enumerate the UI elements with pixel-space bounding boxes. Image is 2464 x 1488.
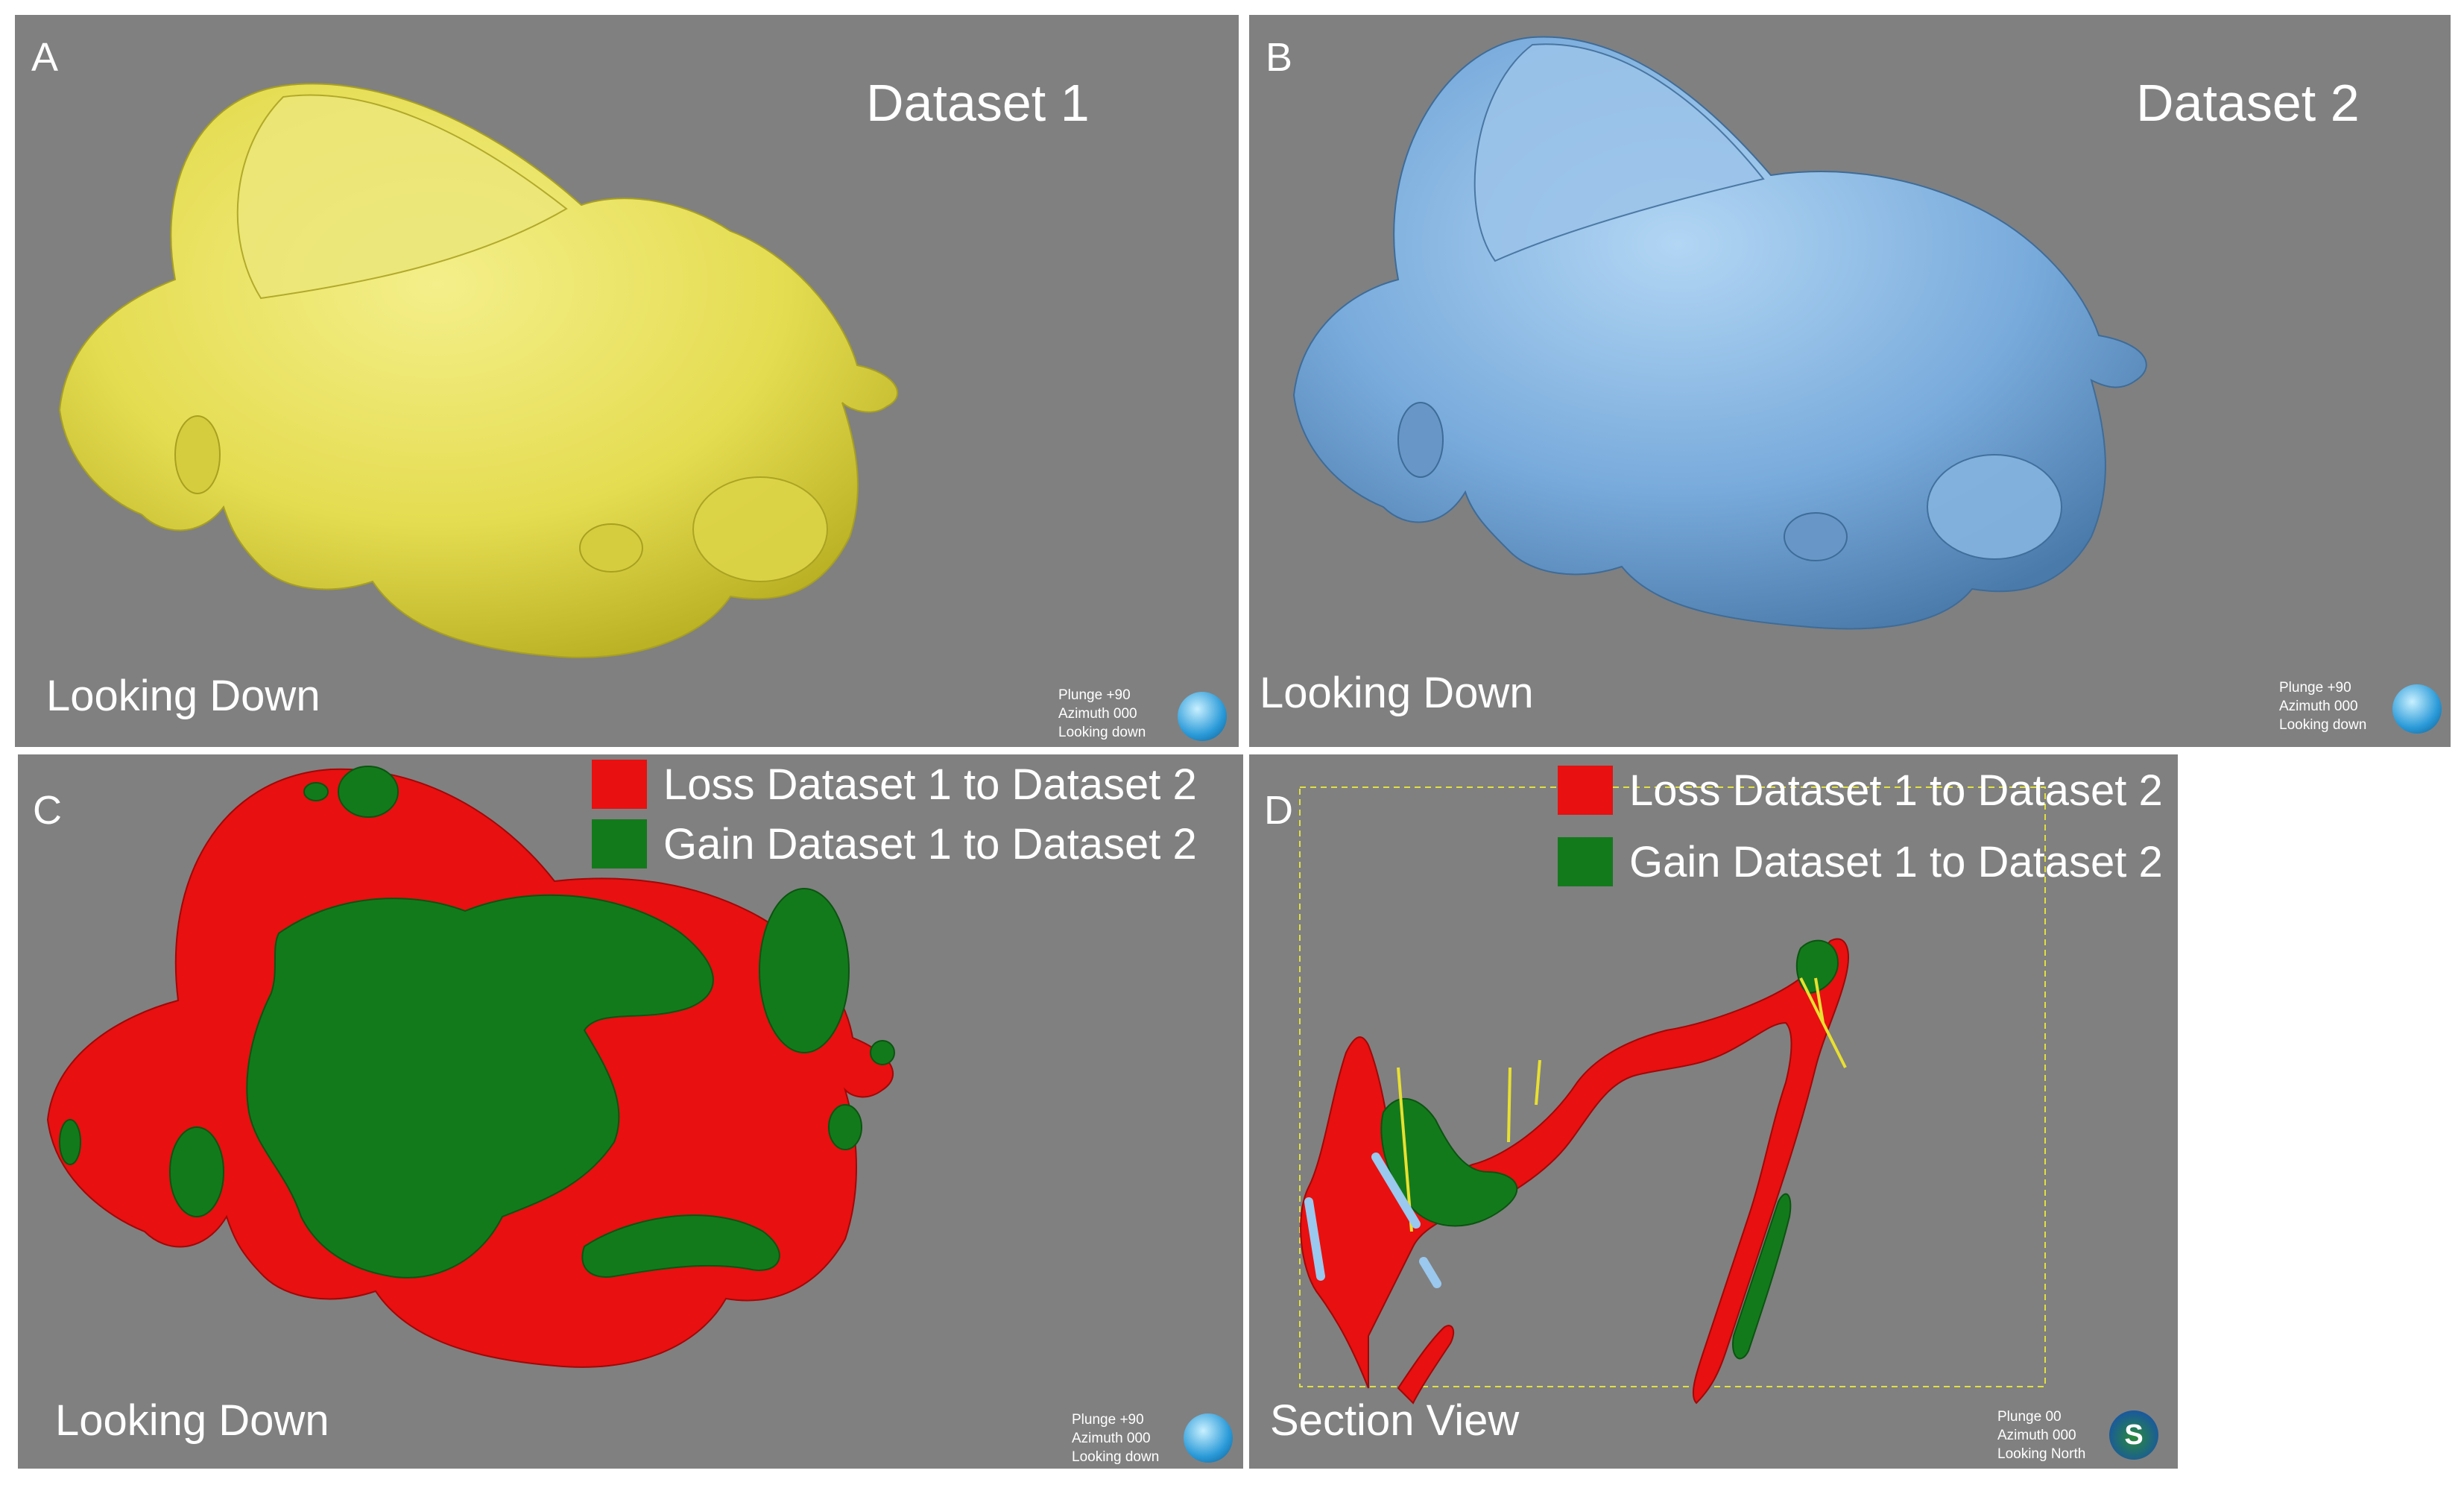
view-label: Looking Down xyxy=(55,1396,329,1445)
section-compass-icon[interactable]: S xyxy=(2109,1410,2158,1460)
orientation-readout: Plunge +90 Azimuth 000 Looking down xyxy=(1072,1410,1159,1466)
plunge-text: Plunge 00 xyxy=(1997,1409,2062,1425)
legend: Loss Dataset 1 to Dataset 2 Gain Dataset… xyxy=(592,754,1197,874)
dataset1-surface-model xyxy=(58,83,898,658)
orientation-readout: Plunge 00 Azimuth 000 Looking North xyxy=(1997,1407,2085,1463)
section-gain-band xyxy=(1380,939,1839,1360)
section-bounding-box xyxy=(1299,786,2046,1387)
gain-swatch xyxy=(1558,837,1613,886)
panel-b-dataset2-view: B Dataset 2 Looking Down Plunge +90 Azim… xyxy=(1249,15,2451,747)
view-label: Looking Down xyxy=(1260,669,1534,717)
orientation-readout: Plunge +90 Azimuth 000 Looking down xyxy=(2279,678,2366,734)
orientation-readout: Plunge +90 Azimuth 000 Looking down xyxy=(1058,686,1146,742)
panel-c-difference-view: C Loss Dataset 1 to Dataset 2 Gain Datas… xyxy=(18,754,1243,1469)
plunge-text: Plunge +90 xyxy=(1072,1412,1144,1428)
difference-surface-model xyxy=(46,766,895,1368)
dataset2-surface-model xyxy=(1292,36,2147,630)
orientation-compass-icon[interactable] xyxy=(1178,692,1227,741)
panel-a-dataset1-view: A Dataset 1 Looking Down Plunge +90 Azim… xyxy=(15,15,1239,747)
view-label: Looking Down xyxy=(46,672,320,720)
orientation-compass-icon[interactable] xyxy=(1184,1413,1233,1463)
section-view-scene xyxy=(1299,786,2046,1405)
panel-letter: C xyxy=(33,788,62,833)
blue-drillhole-traces xyxy=(1304,1153,1441,1288)
legend-item-gain: Gain Dataset 1 to Dataset 2 xyxy=(1558,826,2163,898)
legend-item-loss: Loss Dataset 1 to Dataset 2 xyxy=(1558,754,2163,826)
gain-swatch xyxy=(592,819,647,868)
legend-item-gain: Gain Dataset 1 to Dataset 2 xyxy=(592,814,1197,874)
panel-letter: D xyxy=(1264,788,1293,833)
legend-item-loss: Loss Dataset 1 to Dataset 2 xyxy=(592,754,1197,814)
blue-orebody-shape xyxy=(1292,36,2147,630)
legend: Loss Dataset 1 to Dataset 2 Gain Dataset… xyxy=(1558,754,2163,898)
legend-label-loss: Loss Dataset 1 to Dataset 2 xyxy=(1629,766,2163,815)
looking-text: Looking North xyxy=(1997,1446,2086,1462)
section-loss-band xyxy=(1300,938,1849,1405)
plunge-text: Plunge +90 xyxy=(1058,687,1131,703)
azimuth-text: Azimuth 000 xyxy=(1072,1431,1151,1446)
legend-label-gain: Gain Dataset 1 to Dataset 2 xyxy=(663,819,1197,868)
drillhole-traces xyxy=(1397,977,1847,1232)
gain-region-shape xyxy=(59,766,895,1279)
panel-letter: B xyxy=(1266,35,1293,80)
legend-label-gain: Gain Dataset 1 to Dataset 2 xyxy=(1629,837,2163,886)
compass-letter: S xyxy=(2124,1419,2144,1451)
panel-d-section-view: D Loss Dataset 1 to Dataset 2 Gain Datas… xyxy=(1249,754,2178,1469)
dataset-title: Dataset 2 xyxy=(2136,74,2360,132)
azimuth-text: Azimuth 000 xyxy=(2279,699,2358,714)
looking-text: Looking down xyxy=(2279,717,2367,733)
loss-swatch xyxy=(1558,766,1613,815)
yellow-orebody-shape xyxy=(58,83,898,658)
looking-text: Looking down xyxy=(1072,1449,1160,1465)
loss-swatch xyxy=(592,760,647,809)
orientation-compass-icon[interactable] xyxy=(2392,684,2442,734)
dataset-title: Dataset 1 xyxy=(866,74,1090,132)
panel-letter: A xyxy=(31,35,59,80)
looking-text: Looking down xyxy=(1058,725,1146,740)
azimuth-text: Azimuth 000 xyxy=(1058,706,1137,722)
legend-label-loss: Loss Dataset 1 to Dataset 2 xyxy=(663,760,1197,809)
plunge-text: Plunge +90 xyxy=(2279,680,2351,696)
azimuth-text: Azimuth 000 xyxy=(1997,1428,2076,1443)
view-label: Section View xyxy=(1270,1396,1520,1445)
